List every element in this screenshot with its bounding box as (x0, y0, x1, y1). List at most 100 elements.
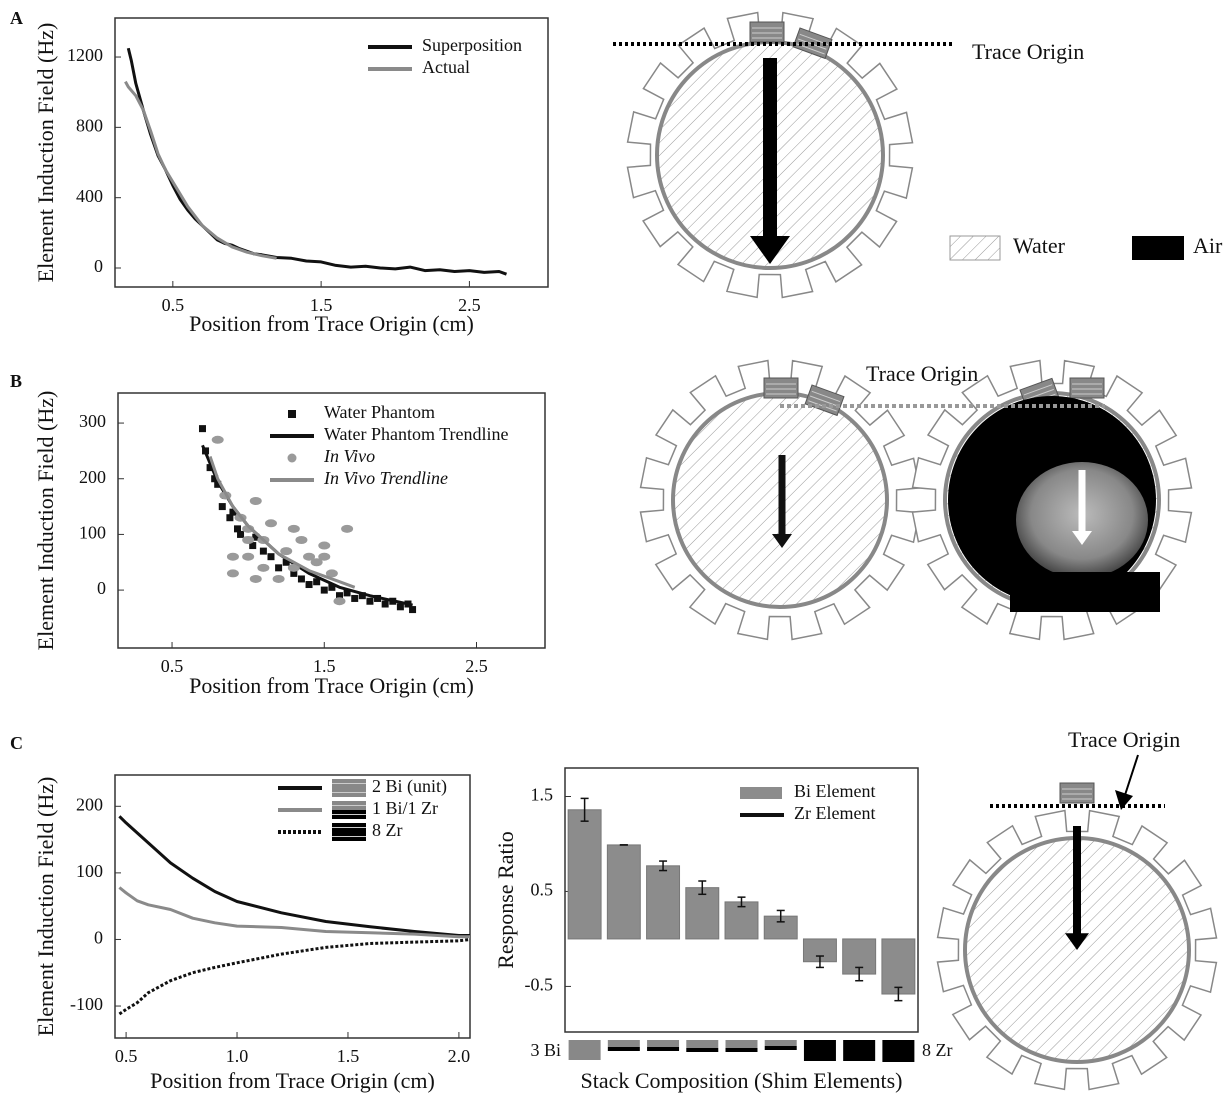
stack-icon (332, 779, 366, 797)
point (265, 519, 277, 527)
legend-swatch (288, 454, 297, 463)
point (257, 564, 269, 572)
legend-label: Air (1193, 233, 1223, 258)
panel-label: A (10, 8, 23, 28)
y-tick-label: 300 (79, 411, 106, 431)
point (318, 553, 330, 561)
legend-label: 8 Zr (372, 820, 403, 840)
chart: -10001002000.51.01.52.0Position from Tra… (33, 775, 470, 1093)
stack-bottom (608, 1047, 640, 1051)
stack-icon (647, 1040, 679, 1051)
point (409, 606, 416, 613)
x-tick-label: 3 Bi (530, 1040, 561, 1060)
stack-bottom (804, 1047, 836, 1061)
y-tick-label: 1.5 (531, 785, 554, 805)
panel-label: B (10, 371, 22, 391)
series-line (119, 888, 470, 937)
point (366, 598, 373, 605)
bar (647, 866, 680, 939)
x-tick-label: 0.5 (115, 1046, 138, 1066)
stack-bottom (686, 1048, 718, 1052)
legend-label: 2 Bi (unit) (372, 776, 447, 797)
x-axis-label: Position from Trace Origin (cm) (150, 1068, 435, 1093)
legend-swatch (288, 410, 296, 418)
series-line (128, 48, 506, 274)
legend-label: Water Phantom Trendline (324, 424, 509, 444)
series-line (119, 816, 470, 935)
stack-top (647, 1040, 679, 1047)
point (280, 547, 292, 555)
shim-element (1060, 783, 1094, 803)
point (250, 497, 262, 505)
y-tick-label: -0.5 (525, 975, 554, 995)
trace-origin-label: Trace Origin (972, 39, 1084, 64)
stack-top (726, 1040, 758, 1048)
stack-icon (569, 1040, 601, 1060)
bar (686, 888, 719, 939)
shim-body (1070, 378, 1104, 398)
y-tick-label: 0.5 (531, 880, 554, 900)
point (250, 575, 262, 583)
legend-swatch (740, 787, 782, 799)
legend-label: In Vivo (323, 446, 375, 466)
y-tick-label: 1200 (67, 45, 103, 65)
plot-frame (115, 18, 548, 287)
x-tick-label: 2.0 (448, 1046, 471, 1066)
point (199, 425, 206, 432)
point (298, 575, 305, 582)
point (273, 575, 285, 583)
point (288, 525, 300, 533)
trace-origin-label: Trace Origin (1068, 727, 1180, 752)
y-tick-label: 100 (76, 861, 103, 881)
point (242, 536, 254, 544)
y-axis-label: Element Induction Field (Hz) (33, 777, 58, 1037)
point (321, 587, 328, 594)
point (242, 553, 254, 561)
figure: A B C Trace Origin Water Air Trace Origi… (0, 0, 1231, 1097)
stack-icon (686, 1040, 718, 1052)
shim-body (1060, 783, 1094, 803)
point (318, 542, 330, 550)
shim-element (764, 378, 798, 398)
point (237, 531, 244, 538)
x-axis-label: Stack Composition (Shim Elements) (580, 1068, 902, 1093)
series-line (125, 82, 276, 259)
water-swatch (950, 236, 1000, 260)
series-line (119, 940, 470, 1015)
stack-icon (332, 823, 366, 841)
stack-bottom (882, 1048, 914, 1062)
x-tick-label: 0.5 (162, 295, 185, 315)
stack-top (608, 1040, 640, 1047)
panel-label: C (10, 733, 23, 753)
shim-body (764, 378, 798, 398)
x-tick-label: 0.5 (161, 656, 184, 676)
bar (882, 939, 915, 994)
stack-icon (843, 1040, 875, 1061)
x-tick-label: 8 Zr (922, 1040, 953, 1060)
point (341, 525, 353, 533)
point (275, 564, 282, 571)
legend-label: Bi Element (794, 781, 875, 801)
y-tick-label: 200 (79, 467, 106, 487)
stack-icon (804, 1040, 836, 1061)
legend-label: Superposition (422, 35, 522, 55)
point (212, 436, 224, 444)
bar (725, 902, 758, 939)
legend-label: In Vivo Trendline (323, 468, 448, 488)
x-axis-label: Position from Trace Origin (cm) (189, 311, 474, 336)
y-tick-label: 100 (79, 523, 106, 543)
y-tick-label: 0 (97, 578, 106, 598)
stack-icon (726, 1040, 758, 1052)
legend-label: Water Phantom (324, 402, 435, 422)
stack-bottom (843, 1047, 875, 1061)
trace-origin-label: Trace Origin (866, 361, 978, 386)
point (227, 553, 239, 561)
point (227, 569, 239, 577)
legend-label: Actual (422, 57, 470, 77)
y-tick-label: 400 (76, 186, 103, 206)
point (267, 553, 274, 560)
point (306, 581, 313, 588)
x-tick-label: 1.5 (337, 1046, 360, 1066)
x-axis-label: Position from Trace Origin (cm) (189, 673, 474, 698)
